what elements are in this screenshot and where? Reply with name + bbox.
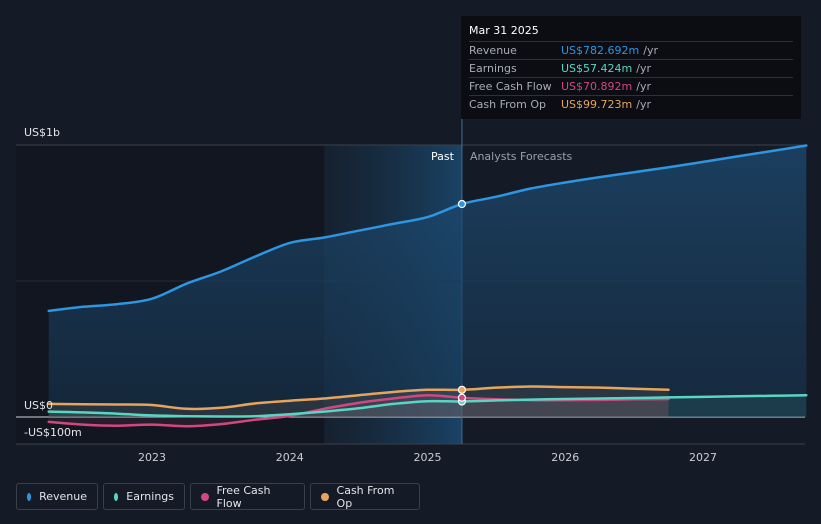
series-line-earnings xyxy=(47,393,808,418)
tooltip-row-cfo: Cash From Op US$99.723m /yr xyxy=(469,96,793,113)
y-axis-label: US$0 xyxy=(24,399,53,412)
tooltip-date: Mar 31 2025 xyxy=(469,24,793,42)
legend-item-revenue[interactable]: Revenue xyxy=(16,483,98,510)
legend-label: Earnings xyxy=(126,490,174,503)
data-point-revenue xyxy=(457,199,467,209)
forecast-label: Analysts Forecasts xyxy=(470,150,573,163)
tooltip-value: US$57.424m xyxy=(561,62,633,75)
x-tick-label: 2023 xyxy=(138,451,166,464)
legend-item-earnings[interactable]: Earnings xyxy=(103,483,185,510)
tooltip-name: Earnings xyxy=(469,62,517,75)
x-tick-label: 2025 xyxy=(414,451,442,464)
legend-label: Free Cash Flow xyxy=(216,483,271,510)
tooltip-name: Free Cash Flow xyxy=(469,80,552,93)
area-revenue xyxy=(48,145,807,417)
tooltip-value: US$782.692m xyxy=(561,44,640,57)
tooltip-value: US$70.892m xyxy=(561,80,633,93)
series-line-cash-from-op xyxy=(47,385,670,411)
tooltip-value: US$99.723m xyxy=(561,98,633,111)
past-label: Past xyxy=(431,150,455,163)
tooltip-panel: Mar 31 2025 Revenue US$782.692m /yr Earn… xyxy=(461,16,801,119)
legend: Revenue Earnings Free Cash Flow Cash Fro… xyxy=(16,483,420,510)
x-tick-label: 2026 xyxy=(551,451,579,464)
series-line-revenue xyxy=(47,144,808,313)
tooltip-unit: /yr xyxy=(643,44,658,57)
tooltip-unit: /yr xyxy=(636,62,651,75)
legend-item-cash-from-op[interactable]: Cash From Op xyxy=(310,483,420,510)
x-tick-label: 2024 xyxy=(276,451,304,464)
earnings-dot-icon xyxy=(114,492,119,501)
data-point-free-cash-flow xyxy=(457,393,467,402)
y-axis-label: -US$100m xyxy=(24,426,82,439)
tooltip-name: Revenue xyxy=(469,44,517,57)
data-point-cash-from-op xyxy=(457,385,467,394)
legend-label: Revenue xyxy=(39,490,87,503)
tooltip-unit: /yr xyxy=(636,80,651,93)
y-axis-label: US$1b xyxy=(24,126,60,139)
tooltip-name: Cash From Op xyxy=(469,98,547,111)
cash-from-op-dot-icon xyxy=(321,492,329,501)
legend-label: Cash From Op xyxy=(336,483,395,510)
legend-item-free-cash-flow[interactable]: Free Cash Flow xyxy=(190,483,305,510)
area-free-cash-flow xyxy=(48,395,669,427)
tooltip-unit: /yr xyxy=(636,98,651,111)
tooltip-row-earnings: Earnings US$57.424m /yr xyxy=(469,60,793,78)
revenue-dot-icon xyxy=(27,492,32,501)
tooltip-row-fcf: Free Cash Flow US$70.892m /yr xyxy=(469,78,793,96)
free-cash-flow-dot-icon xyxy=(201,492,209,501)
x-tick-label: 2027 xyxy=(689,451,717,464)
tooltip-row-revenue: Revenue US$782.692m /yr xyxy=(469,42,793,60)
